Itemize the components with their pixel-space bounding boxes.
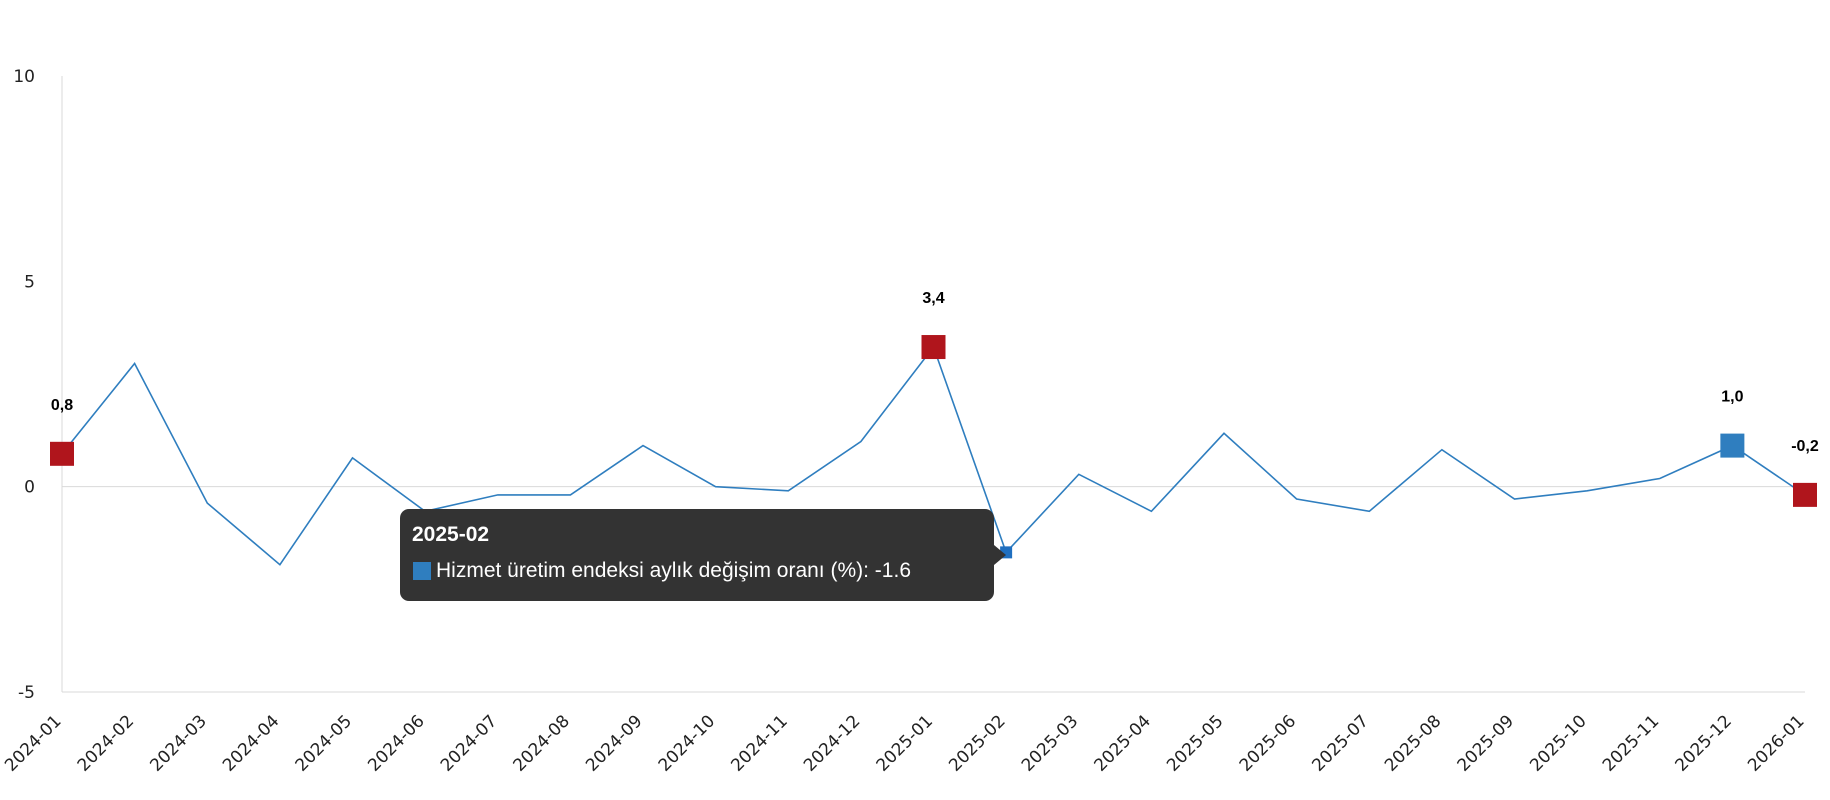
data-label: -0,2 xyxy=(1791,438,1819,455)
data-label: 3,4 xyxy=(922,290,944,307)
x-tick-label: 2024-04 xyxy=(219,711,283,775)
chart-axes xyxy=(61,76,1805,693)
y-axis-ticks: -5 0 5 10 xyxy=(13,67,35,703)
highlight-marker[interactable] xyxy=(1720,433,1745,458)
x-tick-label: 2026-01 xyxy=(1744,711,1808,775)
y-tick-label: 5 xyxy=(24,272,35,292)
data-label: 1,0 xyxy=(1721,389,1743,406)
tooltip-series-label: Hizmet üretim endeksi aylık değişim oran… xyxy=(436,559,911,582)
tooltip-row: Hizmet üretim endeksi aylık değişim oran… xyxy=(412,558,982,584)
x-tick-label: 2025-07 xyxy=(1308,711,1372,775)
x-tick-label: 2025-05 xyxy=(1163,711,1227,775)
y-tick-label: 0 xyxy=(24,478,35,498)
x-tick-label: 2024-01 xyxy=(1,711,65,775)
series-swatch-icon xyxy=(413,562,431,580)
chart-tooltip: 2025-02 Hizmet üretim endeksi aylık deği… xyxy=(400,509,1006,601)
x-tick-label: 2024-02 xyxy=(74,711,138,775)
x-tick-label: 2025-01 xyxy=(873,711,937,775)
x-tick-label: 2025-12 xyxy=(1672,711,1736,775)
data-labels-layer: 0,8 3,4 1,0 -0,2 xyxy=(51,290,1819,455)
x-axis-ticks: 2024-01 2024-02 2024-03 2024-04 2024-05 2024-… xyxy=(1,711,1808,775)
x-tick-label: 2025-06 xyxy=(1236,711,1300,775)
x-tick-label: 2024-10 xyxy=(655,711,719,775)
tooltip-pointer-icon xyxy=(994,545,1006,565)
x-tick-label: 2025-03 xyxy=(1018,711,1082,775)
x-tick-label: 2024-05 xyxy=(292,711,356,775)
y-tick-label: 10 xyxy=(13,67,35,87)
x-tick-label: 2024-07 xyxy=(437,711,501,775)
x-tick-label: 2025-02 xyxy=(945,711,1009,775)
highlight-marker[interactable] xyxy=(921,335,946,360)
data-label: 0,8 xyxy=(51,397,73,414)
x-tick-label: 2024-09 xyxy=(582,711,646,775)
x-tick-label: 2025-11 xyxy=(1599,711,1663,775)
x-tick-label: 2024-08 xyxy=(510,711,574,775)
y-tick-label: -5 xyxy=(18,683,35,703)
x-tick-label: 2025-04 xyxy=(1091,711,1155,775)
x-tick-label: 2024-12 xyxy=(800,711,864,775)
x-tick-label: 2025-08 xyxy=(1381,711,1445,775)
x-tick-label: 2024-03 xyxy=(146,711,210,775)
x-tick-label: 2024-06 xyxy=(364,711,428,775)
highlight-marker[interactable] xyxy=(1793,482,1817,507)
x-tick-label: 2025-10 xyxy=(1526,711,1590,775)
x-tick-label: 2025-09 xyxy=(1454,711,1518,775)
highlight-marker[interactable] xyxy=(50,441,74,466)
tooltip-title: 2025-02 xyxy=(412,523,490,546)
x-tick-label: 2024-11 xyxy=(727,711,791,775)
